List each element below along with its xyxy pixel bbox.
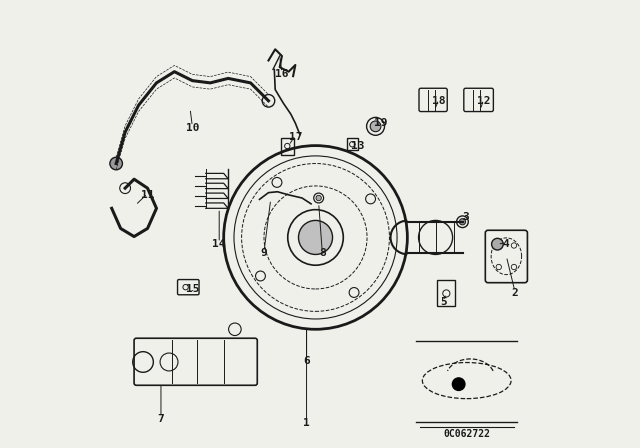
- Text: 10: 10: [186, 123, 199, 133]
- Text: 0C062722: 0C062722: [444, 429, 490, 439]
- Text: 12: 12: [477, 96, 490, 106]
- Text: 6: 6: [303, 356, 310, 366]
- Text: 14: 14: [212, 239, 226, 249]
- Text: 19: 19: [374, 118, 387, 128]
- Text: 16: 16: [275, 69, 289, 79]
- Circle shape: [316, 195, 321, 201]
- Bar: [437, 280, 455, 306]
- Text: 17: 17: [289, 132, 302, 142]
- Text: 3: 3: [462, 212, 469, 222]
- Text: 1: 1: [303, 418, 310, 428]
- Text: 8: 8: [319, 248, 326, 258]
- Text: 4: 4: [502, 239, 509, 249]
- Text: 7: 7: [157, 414, 164, 424]
- Text: 11: 11: [141, 190, 154, 200]
- Bar: [281, 138, 294, 155]
- Circle shape: [110, 157, 122, 170]
- Text: 9: 9: [260, 248, 268, 258]
- Text: 18: 18: [432, 96, 445, 106]
- Text: 5: 5: [440, 297, 447, 307]
- Circle shape: [298, 220, 333, 254]
- Text: 2: 2: [511, 289, 518, 298]
- Bar: [347, 138, 358, 150]
- Text: 13: 13: [351, 141, 365, 151]
- Circle shape: [370, 121, 381, 132]
- Circle shape: [452, 378, 465, 390]
- Text: 15: 15: [186, 284, 199, 294]
- Circle shape: [460, 219, 466, 225]
- Circle shape: [492, 238, 503, 250]
